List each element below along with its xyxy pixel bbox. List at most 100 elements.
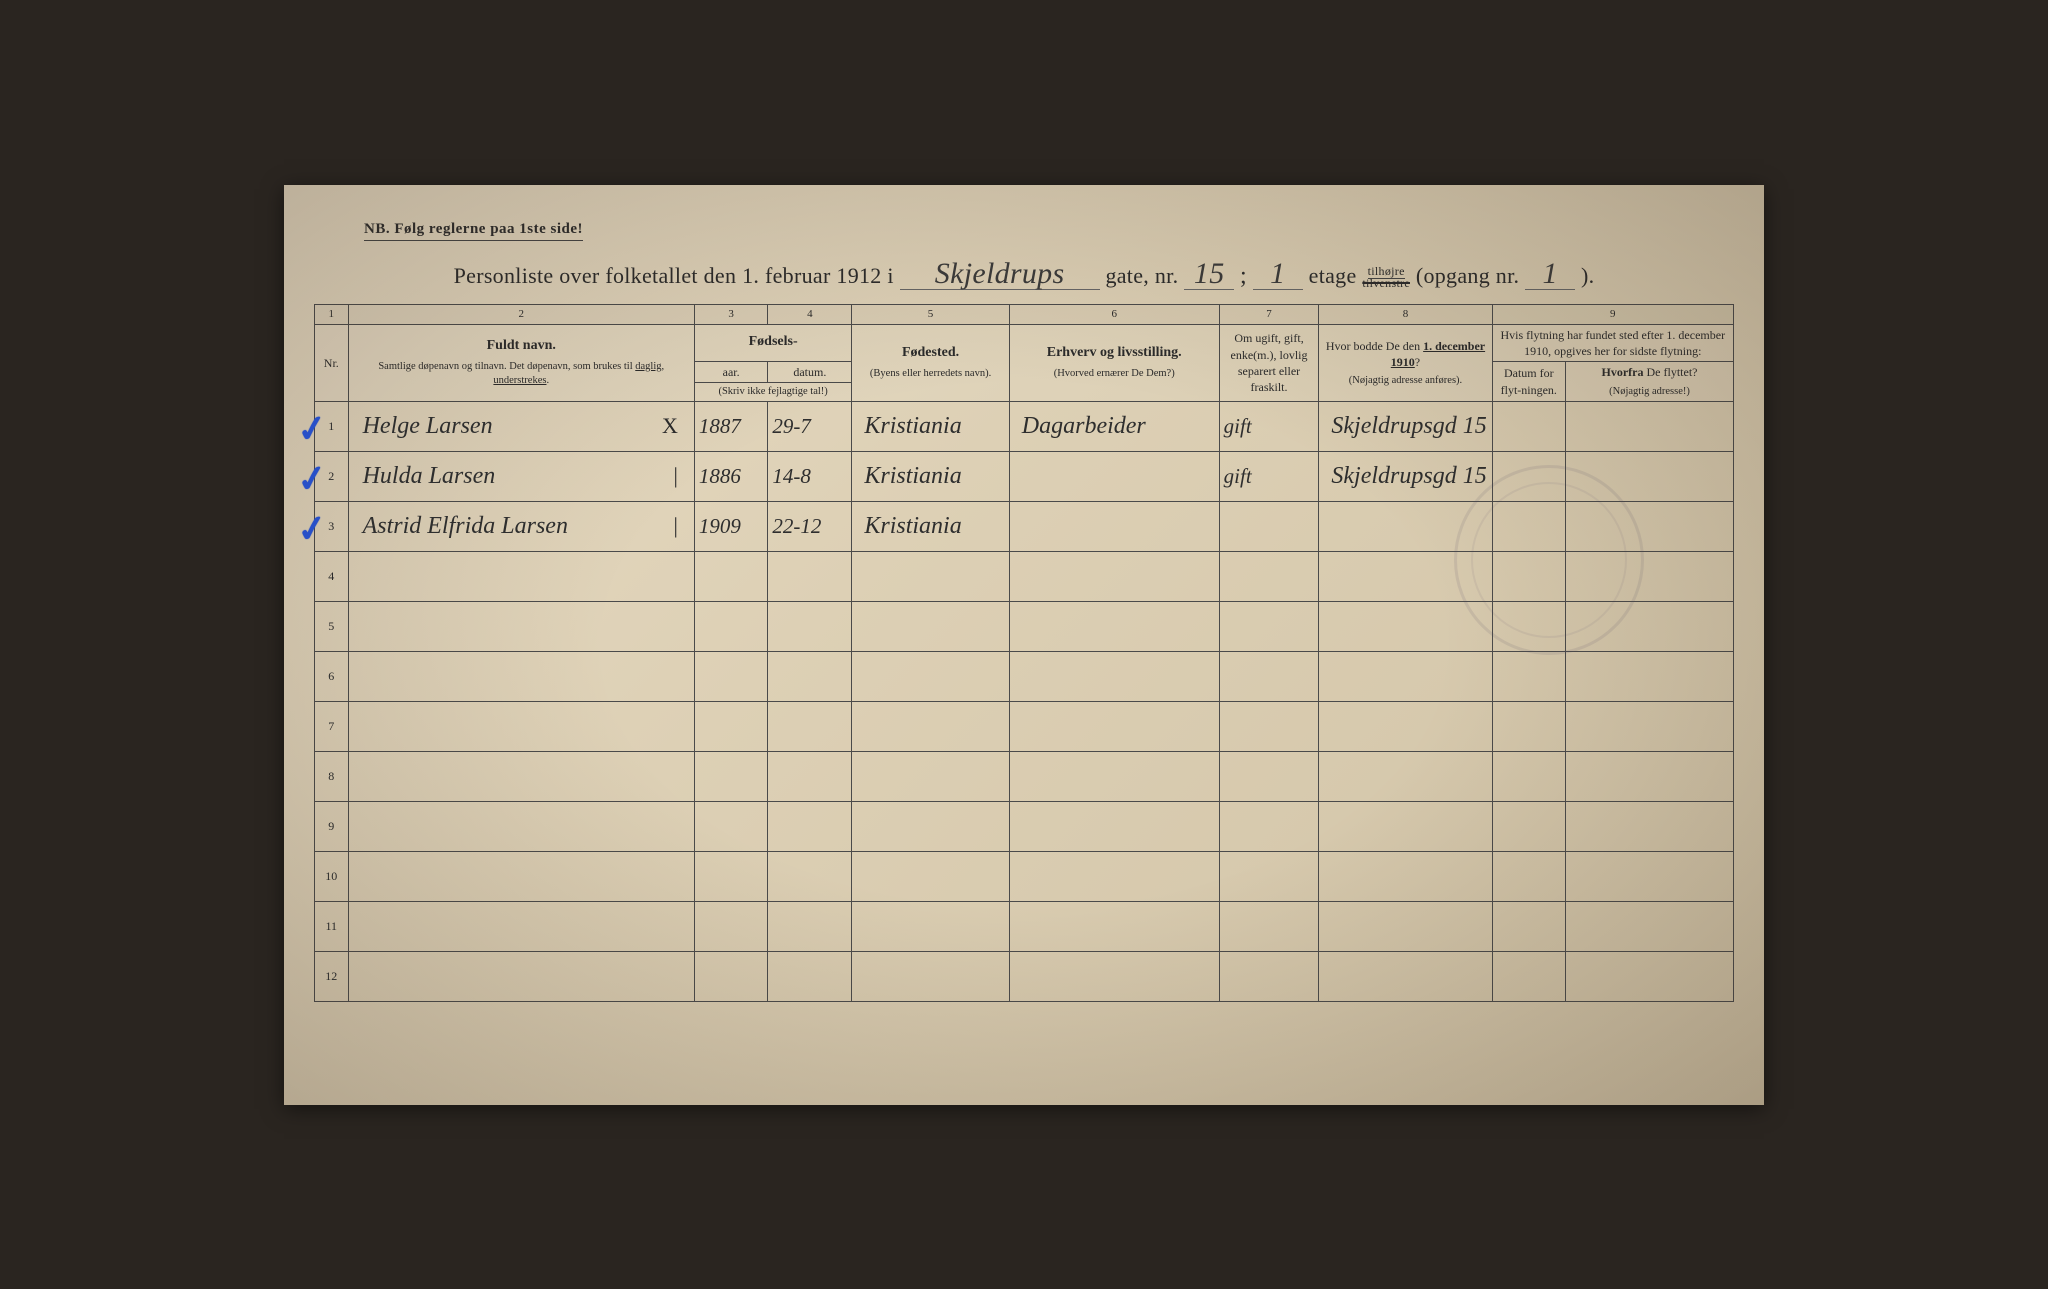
hdr-fodested-sub: (Byens eller herredets navn). [856,367,1004,381]
cell-year-value: 1886 [699,464,741,488]
cell-occupation: Dagarbeider [1009,402,1219,452]
checkmark-icon: ✓ [294,456,330,502]
cell-place [852,652,1009,702]
cell-name [348,602,694,652]
row-number: 3✓ [315,502,349,552]
cell-addr1910 [1319,602,1492,652]
cell-place [852,702,1009,752]
cell-year [694,852,767,902]
table-row: 4 [315,552,1734,602]
cell-name: Helge LarsenX [348,402,694,452]
hdr-fodsels-label: Fødsels- [749,334,798,349]
row-number: 12 [315,952,349,1002]
cell-place [852,852,1009,902]
cell-flyt-dato [1492,752,1565,802]
cell-status [1219,702,1319,752]
title-prefix: Personliste over folketallet den 1. febr… [454,263,894,288]
colnum: 1 [315,304,349,324]
cell-occupation [1009,952,1219,1002]
opgang-number: 1 [1525,259,1575,290]
cell-place [852,952,1009,1002]
cell-year [694,802,767,852]
cell-name [348,802,694,852]
cell-year: 1909 [694,502,767,552]
cell-date [768,802,852,852]
person-name: Helge Larsen [355,413,493,439]
cell-date [768,752,852,802]
hdr-fodested: Fødested. (Byens eller herredets navn). [852,324,1009,402]
hdr-addr1910-sub: (Nøjagtig adresse anføres). [1323,374,1487,388]
cell-addr1910 [1319,552,1492,602]
cell-year [694,652,767,702]
census-tbody: 1✓Helge LarsenX188729-7KristianiaDagarbe… [315,402,1734,1002]
cell-status [1219,952,1319,1002]
cell-date [768,852,852,902]
cell-year [694,602,767,652]
cell-occupation [1009,902,1219,952]
name-mark: | [674,463,688,489]
cell-flyt-from [1566,702,1734,752]
cell-date [768,902,852,952]
cell-date [768,952,852,1002]
cell-place-value: Kristiania [856,513,961,539]
etage-number: 1 [1253,259,1303,290]
hdr-erhverv: Erhverv og livsstilling. (Hvorved ernære… [1009,324,1219,402]
cell-status [1219,852,1319,902]
cell-date: 22-12 [768,502,852,552]
nb-instruction: NB. Følg reglerne paa 1ste side! [364,221,583,241]
gate-number: 15 [1184,259,1234,290]
cell-occupation-value: Dagarbeider [1014,413,1146,439]
street-name: Skjeldrups [900,259,1100,290]
cell-year: 1887 [694,402,767,452]
checkmark-icon: ✓ [294,506,330,552]
cell-flyt-dato [1492,652,1565,702]
table-row: 2✓Hulda Larsen|188614-8KristianiagiftSkj… [315,452,1734,502]
semicolon: ; [1240,263,1247,289]
cell-flyt-dato [1492,502,1565,552]
cell-flyt-from [1566,452,1734,502]
cell-occupation [1009,452,1219,502]
title-close: ). [1581,263,1594,288]
cell-occupation [1009,652,1219,702]
cell-occupation [1009,502,1219,552]
column-number-row: 1 2 3 4 5 6 7 8 9 [315,304,1734,324]
hdr-addr1910: Hvor bodde De den 1. december 1910? (Nøj… [1319,324,1492,402]
table-row: 3✓Astrid Elfrida Larsen|190922-12Kristia… [315,502,1734,552]
hdr-aar: aar. [694,361,767,382]
cell-flyt-from [1566,502,1734,552]
cell-flyt-dato [1492,952,1565,1002]
hdr-nr: Nr. [315,324,349,402]
table-row: 10 [315,852,1734,902]
cell-name: Astrid Elfrida Larsen| [348,502,694,552]
colnum: 6 [1009,304,1219,324]
table-row: 5 [315,602,1734,652]
colnum: 7 [1219,304,1319,324]
hdr-erhverv-main: Erhverv og livsstilling. [1047,345,1182,360]
cell-occupation [1009,852,1219,902]
cell-name [348,852,694,902]
cell-date-value: 29-7 [772,414,811,438]
hdr-flytning-top: Hvis flytning har fundet sted efter 1. d… [1492,324,1733,361]
cell-date [768,652,852,702]
colnum: 3 [694,304,767,324]
cell-status [1219,802,1319,852]
cell-place: Kristiania [852,402,1009,452]
hdr-fodsels: Fødsels- [694,324,851,361]
table-row: 9 [315,802,1734,852]
cell-year [694,752,767,802]
cell-flyt-dato [1492,552,1565,602]
table-row: 12 [315,952,1734,1002]
cell-place-value: Kristiania [856,463,961,489]
cell-addr1910 [1319,702,1492,752]
cell-date: 29-7 [768,402,852,452]
table-row: 11 [315,902,1734,952]
cell-year [694,702,767,752]
cell-flyt-dato [1492,902,1565,952]
cell-date [768,702,852,752]
row-number: 7 [315,702,349,752]
cell-flyt-dato [1492,602,1565,652]
hdr-fodested-main: Fødested. [902,345,959,360]
cell-flyt-from [1566,952,1734,1002]
checkmark-icon: ✓ [294,406,330,452]
cell-flyt-dato [1492,452,1565,502]
